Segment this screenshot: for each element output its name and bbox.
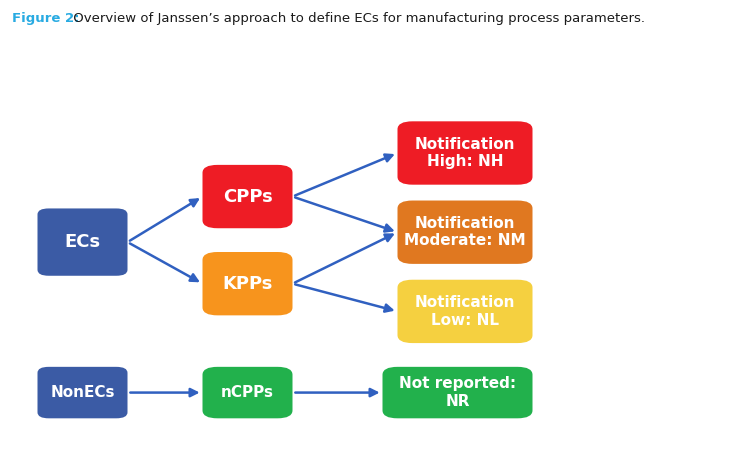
FancyBboxPatch shape	[398, 280, 532, 343]
FancyBboxPatch shape	[202, 165, 292, 228]
Text: Notification
High: NH: Notification High: NH	[415, 137, 515, 169]
FancyBboxPatch shape	[398, 201, 532, 264]
Text: Not reported:
NR: Not reported: NR	[399, 376, 516, 409]
FancyBboxPatch shape	[38, 367, 128, 419]
Text: ECs: ECs	[64, 233, 101, 251]
FancyBboxPatch shape	[38, 208, 128, 276]
Text: CPPs: CPPs	[223, 188, 272, 206]
Text: Notification
Moderate: NM: Notification Moderate: NM	[404, 216, 526, 248]
Text: Overview of Janssen’s approach to define ECs for manufacturing process parameter: Overview of Janssen’s approach to define…	[69, 13, 645, 25]
Text: Figure 2:: Figure 2:	[12, 13, 80, 25]
Text: NonECs: NonECs	[50, 385, 115, 400]
Text: KPPs: KPPs	[222, 274, 273, 292]
FancyBboxPatch shape	[202, 367, 292, 419]
FancyBboxPatch shape	[382, 367, 532, 419]
Text: nCPPs: nCPPs	[221, 385, 274, 400]
Text: Notification
Low: NL: Notification Low: NL	[415, 295, 515, 328]
FancyBboxPatch shape	[202, 252, 292, 315]
FancyBboxPatch shape	[398, 122, 532, 184]
